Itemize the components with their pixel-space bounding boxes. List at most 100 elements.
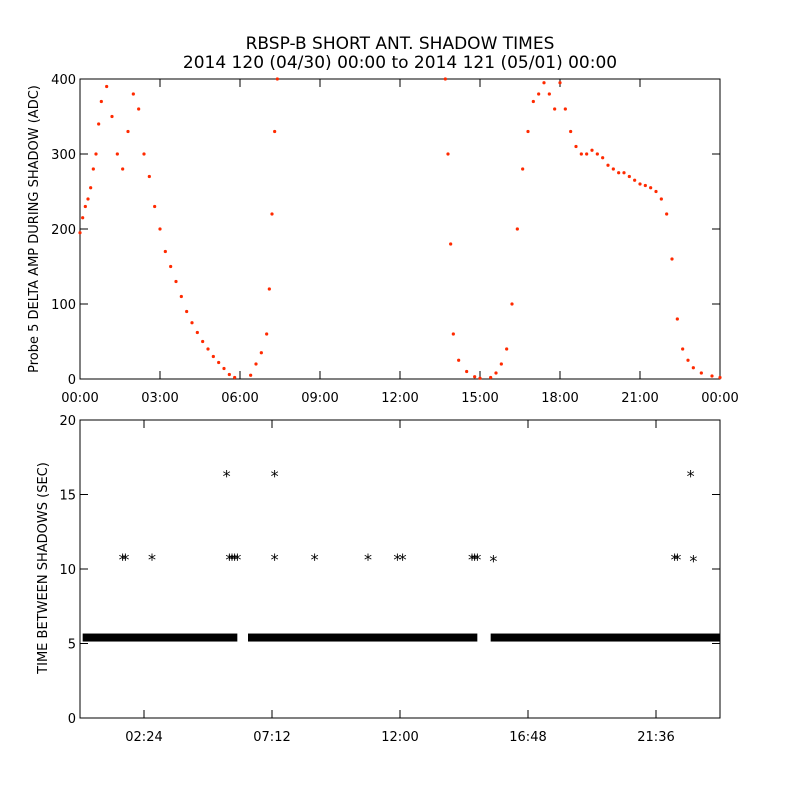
delta-amp-data-point [190, 321, 194, 325]
time-between-x-tick-label: 02:24 [125, 730, 162, 745]
delta-amp-data-point [553, 107, 557, 111]
delta-amp-plot-frame [79, 78, 721, 380]
time-between-y-tick-label: 15 [59, 489, 76, 504]
delta-amp-data-point [563, 107, 567, 111]
delta-amp-data-point [569, 129, 573, 134]
delta-amp-data-point [91, 167, 95, 171]
delta-amp-data-point [457, 358, 461, 362]
delta-amp-data-point [699, 371, 703, 375]
time-between-data-point: * [399, 550, 407, 569]
delta-amp-data-point [78, 231, 82, 235]
time-between-baseline-segment [490, 633, 720, 642]
delta-amp-panel: Probe 5 DELTA AMP DURING SHADOW (ADC) 00… [27, 73, 739, 406]
delta-amp-data-point [710, 374, 714, 378]
delta-amp-data-point [94, 152, 98, 156]
delta-amp-data-point [265, 332, 269, 336]
delta-amp-data-point [681, 347, 685, 351]
time-between-data-point: * [689, 552, 697, 571]
time-between-data-point: * [223, 467, 231, 486]
delta-amp-data-point [505, 347, 509, 351]
delta-amp-x-tick-label: 06:00 [221, 391, 258, 406]
delta-amp-data-point [142, 152, 146, 156]
time-between-data-point: * [311, 550, 319, 569]
delta-amp-x-tick-label: 03:00 [141, 391, 178, 406]
time-between-data-point: * [121, 550, 129, 569]
delta-amp-data-point [233, 375, 237, 380]
time-between-data-point: * [271, 550, 279, 569]
delta-amp-data-point [254, 362, 258, 366]
delta-amp-data-point [270, 212, 274, 216]
delta-amp-data-point [169, 264, 173, 269]
time-between-data-point: * [231, 550, 239, 569]
delta-amp-data-point [606, 163, 610, 167]
delta-amp-data-point [147, 174, 151, 179]
delta-amp-data-point [478, 376, 482, 380]
delta-amp-y-tick-label: 300 [51, 148, 76, 163]
time-between-data-point: * [471, 550, 479, 569]
delta-amp-data-point [638, 182, 642, 186]
delta-amp-data-point [153, 204, 157, 209]
delta-amp-data-point [99, 99, 103, 104]
time-between-x-tick-label: 21:36 [637, 730, 674, 745]
delta-amp-data-point [654, 189, 658, 194]
delta-amp-y-tick-label: 400 [51, 73, 76, 88]
delta-amp-data-point [617, 171, 621, 175]
time-between-x-tick-label: 12:00 [381, 730, 418, 745]
delta-amp-data-point [121, 167, 125, 171]
delta-amp-data-point [675, 317, 679, 321]
delta-amp-data-point [473, 375, 477, 379]
time-between-data-point: * [673, 550, 681, 569]
delta-amp-y-tick-label: 100 [51, 298, 76, 313]
delta-amp-data-point [686, 358, 690, 362]
delta-amp-data-point [590, 148, 594, 152]
time-between-shadows-panel: TIME BETWEEN SHADOWS (SEC) 02:24 07:12 12:… [36, 414, 721, 745]
time-between-y-tick-label: 0 [68, 712, 76, 727]
delta-amp-data-point [510, 302, 514, 306]
delta-amp-data-point [611, 167, 615, 171]
delta-amp-data-point [110, 114, 114, 119]
delta-amp-data-point [515, 227, 519, 231]
delta-amp-data-point [105, 84, 109, 89]
delta-amp-data-point [691, 366, 695, 370]
figure-title-line2: 2014 120 (04/30) 00:00 to 2014 121 (05/0… [183, 53, 617, 73]
delta-amp-data-point [97, 122, 101, 126]
time-between-data-point: * [364, 550, 372, 569]
delta-amp-data-point [542, 81, 546, 85]
delta-amp-data-point [137, 107, 141, 111]
delta-amp-x-tick-label: 00:00 [701, 391, 738, 406]
delta-amp-data-point [659, 197, 663, 201]
time-between-data-point: * [271, 467, 279, 486]
delta-amp-data-point [489, 375, 493, 380]
delta-amp-data-point [531, 99, 535, 104]
time-between-y-axis-label: TIME BETWEEN SHADOWS (SEC) [36, 462, 51, 675]
delta-amp-data-point [158, 227, 162, 231]
delta-amp-data-point [131, 92, 135, 96]
delta-amp-x-tick-label: 21:00 [621, 391, 658, 406]
delta-amp-data-point [227, 372, 231, 377]
delta-amp-data-point [547, 92, 551, 96]
time-between-data-point: * [473, 550, 481, 569]
delta-amp-data-point [259, 351, 263, 355]
delta-amp-data-point [449, 242, 453, 246]
delta-amp-data-point [643, 183, 647, 188]
delta-amp-data-point [275, 77, 279, 81]
delta-amp-data-point [179, 294, 183, 299]
delta-amp-data-point [633, 178, 637, 182]
delta-amp-data-point [465, 369, 469, 374]
delta-amp-data-point [83, 204, 87, 209]
time-between-y-tick-label: 5 [68, 638, 76, 653]
delta-amp-data-point [585, 152, 589, 156]
time-between-data-point: * [225, 550, 233, 569]
time-between-y-tick-label: 20 [59, 414, 76, 429]
figure-title-line1: RBSP-B SHORT ANT. SHADOW TIMES [246, 34, 555, 54]
delta-amp-y-tick-label: 200 [51, 223, 76, 238]
delta-amp-data-point [499, 362, 503, 366]
delta-amp-data-point [185, 309, 189, 314]
delta-amp-data-point [718, 375, 722, 380]
delta-amp-data-point [558, 81, 562, 85]
delta-amp-data-point [201, 339, 205, 344]
time-between-x-tick-label: 16:48 [509, 730, 546, 745]
delta-amp-data-point [622, 171, 626, 175]
delta-amp-data-point [86, 197, 90, 201]
delta-amp-data-point [579, 152, 583, 156]
